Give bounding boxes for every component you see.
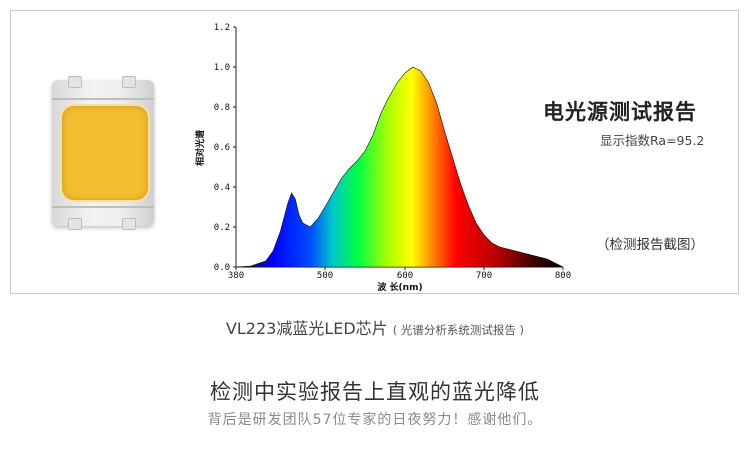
chip-model-note: ( 光谱分析系统测试报告 ) [392,323,525,337]
chip-model-label: VL223减蓝光LED芯片 [225,319,388,338]
chip-tab [68,76,82,88]
chart-ticks: 0.0 0.2 0.4 0.6 0.8 1.0 1.2 380 500 600 700 800 [214,23,571,281]
chip-band [52,206,154,208]
y-axis-label: 相对光谱 [194,130,206,166]
chip-tab [122,76,136,88]
x-tick-label: 500 [317,271,333,281]
report-title: 电光源测试报告 [543,100,697,124]
spectrum-chart: 0.0 0.2 0.4 0.6 0.8 1.0 1.2 380 500 600 700 800 相对光… [194,23,571,293]
x-tick-label: 800 [555,271,571,281]
chip-phosphor [60,104,150,202]
x-axis-label: 波 长(nm) [377,281,422,293]
spectrum-area [235,66,564,268]
y-tick-label: 0.0 [214,263,230,273]
y-tick-label: 0.8 [214,103,230,113]
y-tick-label: 0.4 [214,183,230,193]
report-note: （检测报告截图） [596,237,704,253]
x-tick-label: 380 [228,271,244,281]
chip-caption: VL223减蓝光LED芯片 ( 光谱分析系统测试报告 ) [0,315,750,339]
chip-band [52,98,154,100]
y-tick-label: 1.2 [214,23,230,33]
chip-tab [68,218,82,230]
y-tick-label: 1.0 [214,63,230,73]
led-chip-image [52,76,154,230]
chart-marks [235,66,564,268]
y-tick-label: 0.2 [214,223,230,233]
subline: 背后是研发团队57位专家的日夜努力！感谢他们。 [207,412,543,428]
y-tick-label: 0.6 [214,143,230,153]
headline: 检测中实验报告上直观的蓝光降低 [210,380,540,404]
report-subtitle: 显示指数Ra=95.2 [600,133,705,148]
x-tick-label: 700 [476,271,492,281]
x-tick-label: 600 [397,271,413,281]
chip-tab [122,218,136,230]
